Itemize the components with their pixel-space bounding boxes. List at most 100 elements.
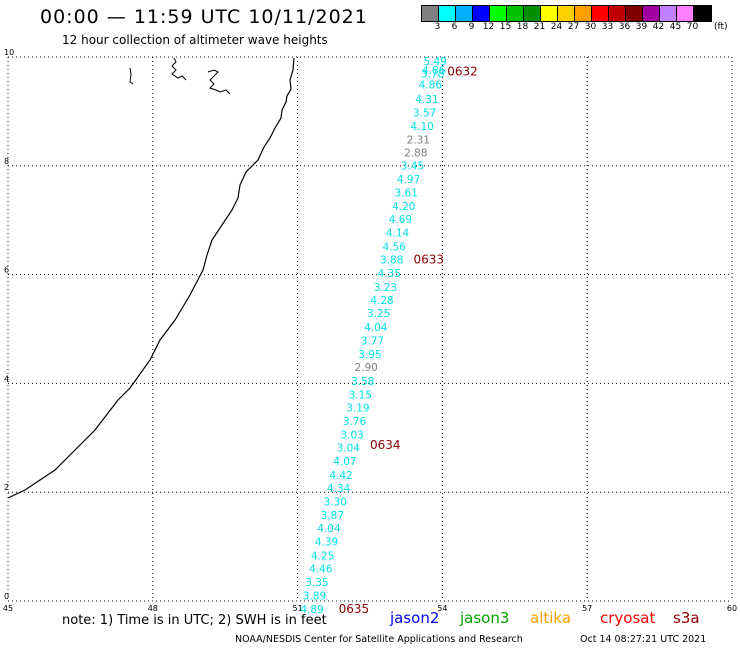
x-tick-label: 45 xyxy=(3,604,13,613)
colorbar-swatch xyxy=(507,6,524,21)
wave-height-value: 4.46 xyxy=(309,563,333,575)
colorbar-swatch xyxy=(439,6,456,21)
x-tick-label: 57 xyxy=(582,604,592,613)
island-3 xyxy=(207,69,231,95)
map-subtitle: 12 hour collection of altimeter wave hei… xyxy=(62,33,328,47)
colorbar-label: 21 xyxy=(533,22,546,32)
wave-height-value: 4.04 xyxy=(364,322,388,334)
y-tick-label: 10 xyxy=(4,48,14,57)
wave-height-value: 3.89 xyxy=(303,591,326,603)
island-1 xyxy=(129,67,134,85)
note-text: note: 1) Time is in UTC; 2) SWH is in fe… xyxy=(62,613,327,628)
colorbar-swatch xyxy=(541,6,558,21)
x-tick-label: 51 xyxy=(293,604,303,613)
wave-height-value: 4.10 xyxy=(410,121,433,133)
wave-height-value: 3.25 xyxy=(367,308,390,320)
x-tick-label: 48 xyxy=(148,604,158,613)
colorbar-label: 70 xyxy=(686,22,699,32)
coastline-mainland xyxy=(7,57,295,499)
colorbar-label: 6 xyxy=(451,22,458,32)
wave-height-value: 3.35 xyxy=(305,577,328,589)
colorbar-label: 42 xyxy=(652,22,665,32)
colorbar-swatch xyxy=(575,6,592,21)
y-tick-label: 2 xyxy=(4,483,9,492)
pass-time-label: 0632 xyxy=(447,65,478,79)
colorbar-label: 12 xyxy=(482,22,495,32)
y-tick-label: 4 xyxy=(4,374,9,383)
x-tick-label: 54 xyxy=(437,604,447,613)
wave-height-value: 4.35 xyxy=(378,268,401,280)
colorbar-label: 33 xyxy=(601,22,614,32)
wave-height-colorbar xyxy=(421,5,712,22)
colorbar-swatch xyxy=(558,6,575,21)
wave-height-value: 4.69 xyxy=(389,214,412,226)
wave-height-value: 4.86 xyxy=(422,65,446,77)
colorbar-label: 36 xyxy=(618,22,631,32)
wave-height-value: 3.88 xyxy=(380,254,403,266)
wave-height-value: 4.56 xyxy=(382,241,406,253)
colorbar-swatch xyxy=(524,6,541,21)
colorbar-swatch xyxy=(490,6,507,21)
colorbar-swatch xyxy=(592,6,609,21)
y-tick-label: 8 xyxy=(4,157,9,166)
wave-height-track: 5.494.863.784.864.313.574.102.312.883.45… xyxy=(300,56,446,616)
wave-height-value: 3.45 xyxy=(401,160,424,172)
satellite-legend-jason3: jason3 xyxy=(460,609,510,627)
wave-height-value: 3.78 xyxy=(421,68,444,80)
credit-text: NOAA/NESDIS Center for Satellite Applica… xyxy=(235,634,523,645)
colorbar-label: 30 xyxy=(584,22,597,32)
y-tick-label: 0 xyxy=(4,592,9,601)
wave-height-value: 4.04 xyxy=(317,523,341,535)
satellite-legend-altika: altika xyxy=(530,609,572,627)
wave-height-value: 4.89 xyxy=(300,604,323,616)
colorbar-swatch xyxy=(626,6,643,21)
wave-height-value: 4.39 xyxy=(315,537,338,549)
wave-height-value: 4.34 xyxy=(327,483,351,495)
pass-time-label: 0633 xyxy=(413,252,444,266)
timestamp-text: Oct 14 08:27:21 UTC 2021 xyxy=(580,634,707,645)
colorbar-swatch xyxy=(473,6,490,21)
pass-time-label: 0635 xyxy=(339,602,370,616)
wave-height-value: 4.42 xyxy=(329,470,352,482)
colorbar-swatch xyxy=(677,6,694,21)
colorbar-unit: (ft) xyxy=(714,22,728,32)
wave-height-value: 3.19 xyxy=(346,402,369,414)
colorbar-label: 27 xyxy=(567,22,580,32)
wave-height-value: 3.04 xyxy=(337,443,361,455)
coastline xyxy=(7,57,295,499)
wave-height-value: 2.88 xyxy=(404,148,427,160)
colorbar-label: 45 xyxy=(669,22,682,32)
pass-time-labels: 0632 0633 0634 0635 xyxy=(339,65,478,616)
wave-height-value: 4.14 xyxy=(386,228,410,240)
colorbar-swatch xyxy=(456,6,473,21)
wave-height-value: 3.57 xyxy=(413,107,436,119)
map-grid: 45 48 51 54 57 60 0 2 4 6 8 10 xyxy=(3,48,737,613)
wave-height-value: 3.30 xyxy=(324,496,347,508)
wave-height-value: 3.76 xyxy=(343,416,367,428)
wave-height-value: 2.31 xyxy=(407,135,430,147)
colorbar-label: 39 xyxy=(635,22,648,32)
colorbar-swatch xyxy=(660,6,677,21)
wave-height-value: 3.77 xyxy=(361,335,384,347)
y-tick-label: 6 xyxy=(4,266,9,275)
colorbar-label: 3 xyxy=(434,22,441,32)
wave-height-value: 4.07 xyxy=(333,456,356,468)
wave-height-value: 4.86 xyxy=(419,80,443,92)
wave-height-value: 4.31 xyxy=(415,94,438,106)
wave-height-value: 2.90 xyxy=(354,362,377,374)
wave-height-value: 3.95 xyxy=(358,349,381,361)
satellite-legend-s3a: s3a xyxy=(673,609,700,627)
pass-time-label: 0634 xyxy=(370,438,401,452)
wave-height-value: 3.58 xyxy=(351,376,374,388)
x-tick-label: 60 xyxy=(727,604,737,613)
colorbar-label: 18 xyxy=(516,22,529,32)
colorbar-swatch xyxy=(643,6,660,21)
colorbar-swatch xyxy=(422,6,439,21)
wave-height-value: 4.25 xyxy=(311,550,334,562)
wave-height-value: 3.87 xyxy=(321,510,344,522)
colorbar-label: 9 xyxy=(468,22,475,32)
wave-height-value: 3.03 xyxy=(340,430,363,442)
wave-height-value: 3.23 xyxy=(374,282,397,294)
colorbar-label: 24 xyxy=(550,22,563,32)
